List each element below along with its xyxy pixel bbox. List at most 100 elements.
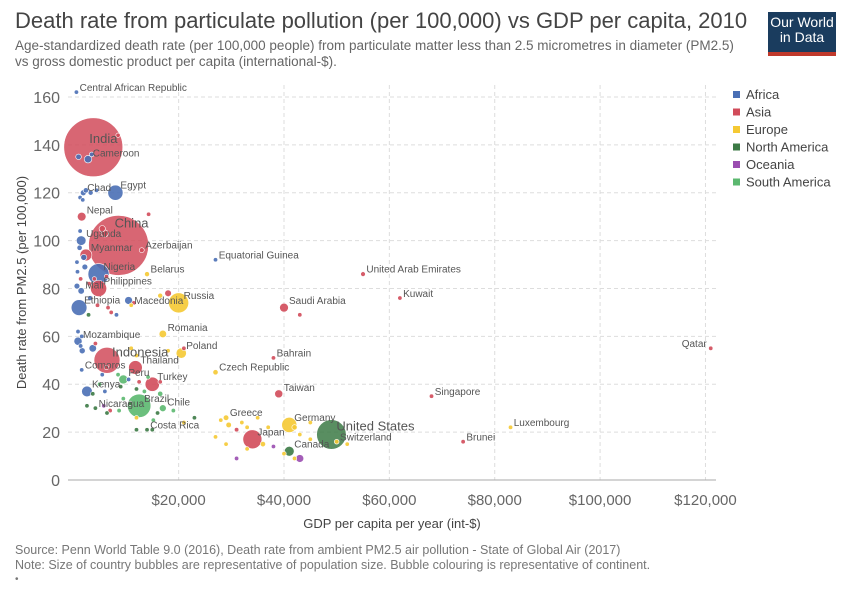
data-point [508, 424, 514, 430]
data-point [292, 455, 298, 461]
data-point [170, 408, 176, 414]
data-point [144, 376, 160, 392]
data-point [181, 420, 187, 426]
data-point-label: Egypt [120, 181, 146, 192]
legend-swatch [733, 143, 740, 151]
data-point-label: Chad [87, 183, 111, 194]
data-point-label: Kuwait [403, 289, 433, 300]
data-point [128, 360, 143, 375]
data-point [244, 424, 250, 430]
data-point-label: Kenya [92, 379, 121, 390]
data-point [87, 295, 93, 301]
data-point [168, 292, 189, 314]
data-point [146, 211, 152, 217]
y-tick-label: 160 [33, 90, 60, 107]
legend-swatch [733, 161, 740, 168]
data-point-label: Ethiopia [84, 296, 121, 307]
data-point [98, 225, 106, 233]
data-point-label: Belarus [151, 265, 185, 276]
y-tick-label: 100 [33, 234, 60, 251]
data-point [708, 345, 714, 351]
data-point [93, 346, 121, 374]
data-point [212, 369, 219, 376]
data-point [108, 309, 114, 315]
data-point [213, 257, 219, 263]
data-point-label: Turkey [157, 372, 187, 383]
data-point-label: Mozambique [83, 330, 141, 341]
x-tick-label: $100,000 [569, 492, 632, 509]
data-point [79, 333, 85, 339]
data-point-label: Nigeria [104, 262, 136, 273]
data-point [73, 336, 83, 346]
data-point [291, 424, 298, 431]
data-point [234, 427, 240, 433]
data-point [127, 400, 133, 406]
data-point-label: Brunei [466, 432, 495, 443]
legend-label: Europe [746, 122, 788, 137]
data-point [78, 276, 84, 282]
legend-label: Africa [746, 87, 780, 102]
data-point [158, 329, 167, 339]
x-axis-label: GDP per capita per year (int-$) [303, 516, 481, 531]
data-point [141, 388, 147, 394]
data-point [63, 117, 124, 178]
legend-swatch [733, 108, 740, 116]
data-point [79, 367, 85, 373]
data-point [297, 432, 303, 438]
data-point-label: Canada [294, 439, 329, 450]
data-point [149, 427, 155, 433]
data-point [218, 417, 224, 423]
data-point [222, 414, 230, 421]
data-point [128, 302, 134, 308]
legend-label: North America [746, 140, 829, 155]
data-point [89, 151, 95, 158]
data-point [99, 372, 105, 378]
data-point-label: Greece [230, 408, 263, 419]
data-point [234, 455, 240, 461]
data-point [133, 353, 139, 359]
data-point [460, 439, 466, 445]
data-point-label: Poland [186, 341, 217, 352]
data-point [136, 379, 142, 385]
data-point [307, 420, 313, 426]
data-point [124, 296, 133, 305]
data-point [307, 436, 313, 442]
data-point [74, 259, 80, 265]
data-point [133, 415, 139, 421]
data-point [77, 287, 85, 295]
data-point [155, 410, 161, 416]
data-point [107, 184, 124, 201]
y-tick-label: 60 [42, 329, 60, 346]
data-point-label: Taiwan [284, 383, 315, 394]
chart-title: Death rate from particulate pollution (p… [15, 8, 748, 33]
data-point [73, 89, 79, 95]
data-point [270, 355, 276, 361]
data-point [104, 410, 110, 416]
data-point-label: Philippines [104, 276, 152, 287]
data-point [101, 403, 107, 409]
data-point-label: Brazil [144, 394, 169, 405]
y-tick-label: 0 [51, 473, 60, 490]
data-point [244, 446, 250, 452]
data-point [86, 312, 92, 318]
data-point [145, 374, 151, 380]
data-point [113, 312, 119, 318]
data-point [82, 187, 89, 194]
data-point [191, 415, 197, 421]
data-point [80, 197, 86, 203]
y-tick-label: 40 [42, 377, 60, 394]
data-point-label: United States [336, 419, 415, 434]
data-point [133, 386, 139, 392]
data-point-label: Luxembourg [514, 418, 570, 429]
owid-logo[interactable]: Our World in Data [768, 12, 836, 56]
x-tick-label: $40,000 [257, 492, 311, 509]
data-point [157, 390, 164, 397]
data-point-label: Switzerland [340, 432, 392, 443]
data-point [91, 276, 97, 282]
data-point [159, 404, 167, 412]
data-point [74, 269, 80, 275]
legend-swatch [733, 126, 740, 133]
data-point-label: Romania [168, 323, 208, 334]
data-point [75, 153, 82, 160]
data-point [279, 302, 289, 313]
